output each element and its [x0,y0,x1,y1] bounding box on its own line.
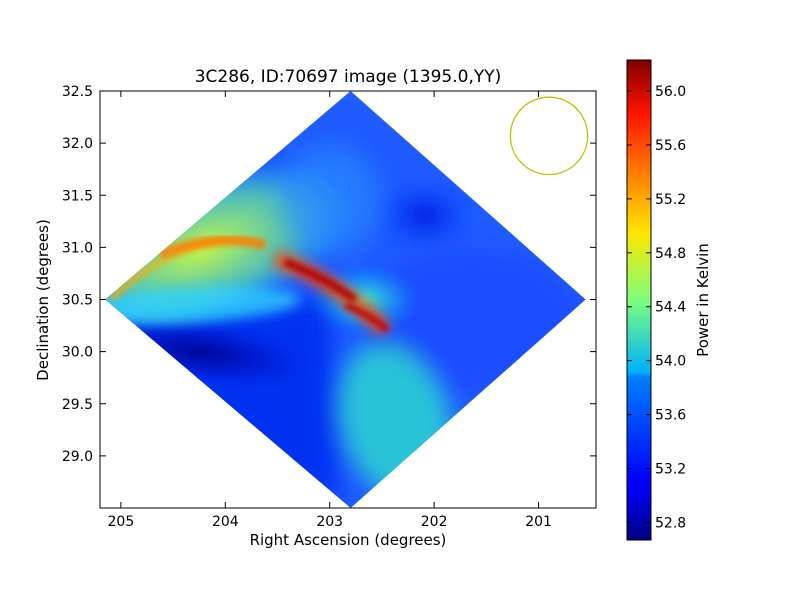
x-tick-label: 204 [212,514,239,530]
y-axis-label: Declination (degrees) [34,219,52,381]
heatmap-image [105,91,586,508]
y-tick-label: 31.0 [62,240,93,256]
y-axis-ticks: 29.0 29.5 30.0 30.5 31.0 31.5 32.0 32.5 [62,84,596,465]
x-tick-label: 203 [316,514,343,530]
y-tick-label: 29.5 [62,397,93,413]
y-tick-label: 30.0 [62,345,93,361]
colorbar-tick-label: 54.4 [655,300,686,316]
x-tick-label: 202 [421,514,448,530]
x-tick-label: 205 [108,514,135,530]
y-tick-label: 29.0 [62,449,93,465]
y-tick-label: 32.5 [62,84,93,100]
colorbar-tick-label: 54.0 [655,354,686,370]
colorbar-tick-label: 53.6 [655,408,686,424]
colorbar-tick-label: 53.2 [655,462,686,478]
x-tick-label: 201 [525,514,552,530]
colorbar-label: Power in Kelvin [694,243,712,357]
beam-circle [509,96,589,176]
chart-title: 3C286, ID:70697 image (1395.0,YY) [195,67,502,87]
colorbar [626,59,652,541]
colorbar-tick-label: 55.6 [655,138,686,154]
y-tick-label: 32.0 [62,136,93,152]
colorbar-tick-label: 52.8 [655,515,686,531]
colorbar-tick-label: 54.8 [655,246,686,262]
y-tick-label: 30.5 [62,293,93,309]
colorbar-tick-label: 55.2 [655,192,686,208]
y-tick-label: 31.5 [62,188,93,204]
colorbar-tick-label: 56.0 [655,84,686,100]
x-axis-ticks: 205 204 203 202 201 [108,91,552,530]
colorbar-ticks: 52.8 53.2 53.6 54.0 54.4 54.8 55.2 55.6 56.0 [627,84,686,531]
x-axis-label: Right Ascension (degrees) [250,531,447,549]
